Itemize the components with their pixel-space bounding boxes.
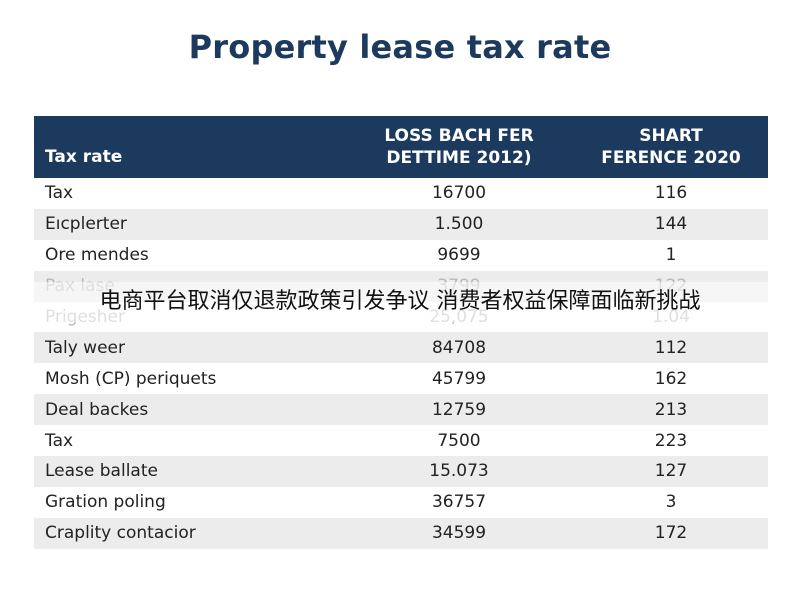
tax-rate-table: Tax rate LOSS BACH FER DETTIME 2012) SHA… <box>34 116 768 549</box>
value-2020-cell: 172 <box>654 523 688 544</box>
table-row: Lease ballate 15.073 127 <box>34 456 768 487</box>
value-2020-cell: 144 <box>654 214 688 235</box>
tax-table-container: Tax rate LOSS BACH FER DETTIME 2012) SHA… <box>34 116 768 549</box>
value-2020-cell: 223 <box>654 430 688 451</box>
row-label-cell: Taly weer <box>45 337 125 358</box>
value-2020-cell: 213 <box>654 399 688 420</box>
column-header-line: LOSS BACH FER <box>384 126 534 146</box>
table-row: Mosh (CP) periquets 45799 162 <box>34 363 768 395</box>
row-label-cell: Mosh (CP) periquets <box>45 368 217 389</box>
value-2012-cell: 84708 <box>431 337 487 358</box>
table-row: Gration poling 36757 3 <box>34 486 768 518</box>
table-row: Deal backes 12759 213 <box>34 394 768 426</box>
table-header: Tax rate LOSS BACH FER DETTIME 2012) SHA… <box>34 116 768 178</box>
value-2012-cell: 16700 <box>431 183 487 204</box>
table-row: Craplity contacior 34599 172 <box>34 517 768 549</box>
page-title: Property lease tax rate <box>188 28 612 66</box>
column-header-tax-rate: Tax rate <box>34 116 344 178</box>
column-header-line: Tax rate <box>45 147 123 167</box>
value-2012-cell: 12759 <box>431 399 487 420</box>
table-row: Tax 16700 116 <box>34 178 768 209</box>
row-label-cell: Deal backes <box>45 399 149 420</box>
table-row: Eıcplerter 1.500 144 <box>34 208 768 240</box>
row-label-cell: Tax <box>45 430 74 451</box>
value-2020-cell: 1 <box>665 245 677 266</box>
row-label-cell: Lease ballate <box>45 461 158 482</box>
table-body: Tax 16700 116 Eıcplerter 1.500 144 Ore m… <box>34 178 768 549</box>
column-header-2020: SHART FERENCE 2020 <box>574 116 768 178</box>
table-row: Taly weer 84708 112 <box>34 332 768 364</box>
table-header-row: Tax rate LOSS BACH FER DETTIME 2012) SHA… <box>34 116 768 178</box>
value-2020-cell: 116 <box>654 183 688 204</box>
row-label-cell: Gration poling <box>45 492 166 513</box>
value-2012-cell: 7500 <box>437 430 481 451</box>
row-label-cell: Ore mendes <box>45 245 149 266</box>
row-label-cell: Eıcplerter <box>45 214 127 235</box>
value-2020-cell: 127 <box>654 461 688 482</box>
value-2020-cell: 3 <box>665 492 677 513</box>
value-2012-cell: 36757 <box>431 492 487 513</box>
column-header-line: SHART <box>639 126 703 146</box>
value-2012-cell: 34599 <box>431 523 487 544</box>
table-row: Ore mendes 9699 1 <box>34 239 768 271</box>
value-2012-cell: 45799 <box>431 368 487 389</box>
column-header-line: FERENCE 2020 <box>601 148 741 168</box>
value-2012-cell: 15.073 <box>429 461 489 482</box>
value-2020-cell: 162 <box>654 368 688 389</box>
overlay-caption: 电商平台取消仅退款政策引发争议 消费者权益保障面临新挑战 <box>0 282 800 322</box>
column-header-line: DETTIME 2012) <box>386 148 532 168</box>
value-2012-cell: 1.500 <box>434 214 484 235</box>
row-label-cell: Tax <box>45 183 74 204</box>
column-header-2012: LOSS BACH FER DETTIME 2012) <box>344 116 574 178</box>
value-2012-cell: 9699 <box>437 245 481 266</box>
table-row: Tax 7500 223 <box>34 425 768 457</box>
value-2020-cell: 112 <box>654 337 688 358</box>
row-label-cell: Craplity contacior <box>45 523 196 544</box>
